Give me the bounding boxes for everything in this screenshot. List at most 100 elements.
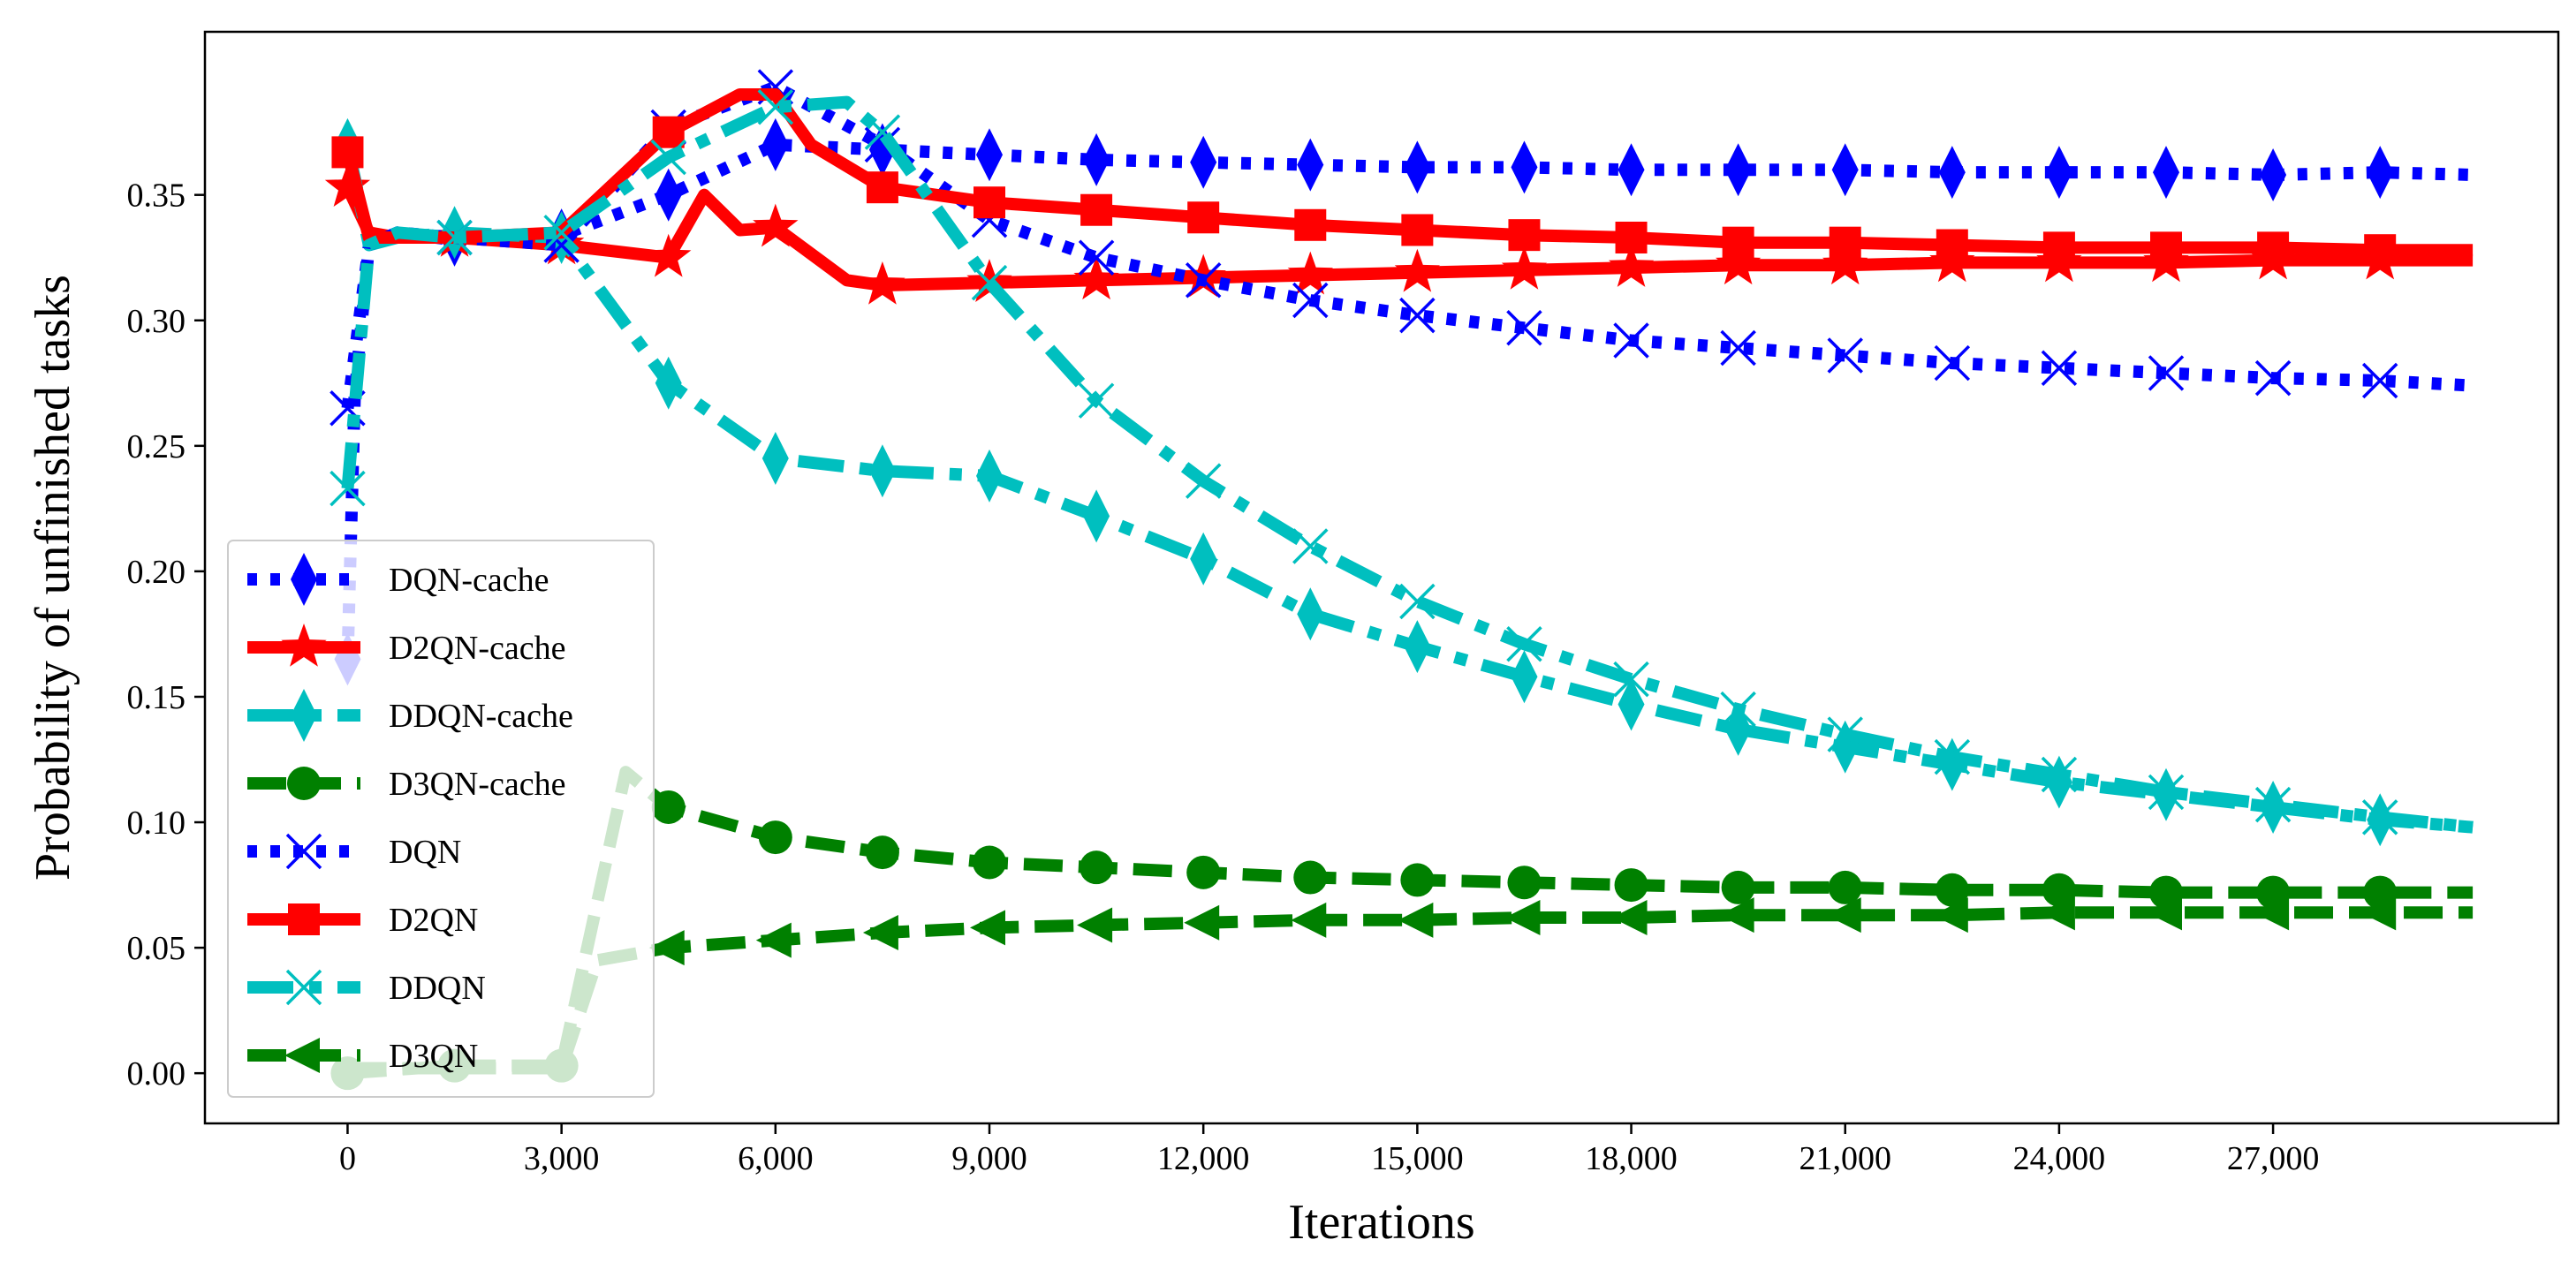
legend-entry: D2QN xyxy=(247,902,478,939)
data-point xyxy=(1399,583,1436,620)
legend-entry: DDQN xyxy=(247,969,486,1007)
data-point xyxy=(2361,799,2398,835)
legend-marker xyxy=(285,969,322,1006)
data-point xyxy=(1720,691,1756,728)
data-point xyxy=(1720,329,1756,367)
legend-entry: D3QN xyxy=(247,1038,478,1075)
data-point xyxy=(976,128,1003,182)
data-point xyxy=(2153,767,2179,821)
x-axis: 0 3,000 6,000 9,000 12,000 15,000 18,000 21,000… xyxy=(339,1123,2319,1177)
data-point xyxy=(1073,256,1119,300)
data-point xyxy=(761,432,789,486)
x-tick-label: 15,000 xyxy=(1371,1140,1464,1177)
legend-marker xyxy=(284,1038,320,1073)
data-point xyxy=(1507,866,1542,900)
legend-label: DDQN-cache xyxy=(389,698,573,735)
y-tick-label: 0.30 xyxy=(127,303,186,340)
data-point xyxy=(1293,860,1328,895)
data-point xyxy=(970,910,1005,946)
data-point xyxy=(2254,359,2292,397)
data-point xyxy=(2041,350,2078,386)
data-point xyxy=(2147,895,2182,931)
data-point xyxy=(860,261,905,305)
data-point xyxy=(1185,463,1222,499)
data-point xyxy=(2148,774,2185,811)
legend-label: D3QN xyxy=(389,1038,478,1075)
y-axis-title: Probability of unfinished tasks xyxy=(26,275,80,881)
data-point xyxy=(2260,147,2287,201)
data-point xyxy=(758,820,792,855)
data-point xyxy=(1080,850,1114,885)
data-point xyxy=(1935,873,1969,907)
data-point xyxy=(1825,897,1861,934)
data-point xyxy=(1618,677,1645,731)
data-point xyxy=(864,114,901,150)
x-tick-label: 12,000 xyxy=(1157,1140,1250,1177)
x-tick-label: 0 xyxy=(339,1140,356,1177)
data-point xyxy=(655,168,682,222)
data-point xyxy=(1401,214,1434,246)
data-point xyxy=(1932,897,1968,934)
data-point xyxy=(2039,895,2075,931)
legend-label: D2QN-cache xyxy=(389,630,565,667)
data-point xyxy=(966,259,1012,302)
data-point xyxy=(1822,241,1868,285)
data-point xyxy=(1827,337,1863,374)
data-point xyxy=(1297,587,1324,641)
data-point xyxy=(1511,650,1538,704)
data-point xyxy=(868,444,896,498)
data-point xyxy=(971,264,1008,301)
series-line xyxy=(341,138,2474,660)
x-tick-label: 9,000 xyxy=(951,1140,1027,1177)
data-point xyxy=(1724,143,1752,197)
data-point xyxy=(1716,241,1762,285)
data-point xyxy=(2254,786,2292,823)
legend-label: DDQN xyxy=(389,970,486,1007)
data-point xyxy=(1292,528,1329,564)
data-point xyxy=(1186,855,1221,889)
data-point xyxy=(2360,895,2397,931)
data-point xyxy=(2364,234,2397,267)
y-tick-label: 0.15 xyxy=(127,679,186,716)
legend-marker xyxy=(281,624,327,667)
data-point xyxy=(1831,143,1859,197)
data-point xyxy=(2257,231,2290,264)
data-point xyxy=(1287,251,1333,295)
data-point xyxy=(652,116,685,148)
data-point xyxy=(1184,904,1220,941)
data-point xyxy=(755,922,792,958)
legend-marker xyxy=(291,689,317,742)
data-point xyxy=(757,89,794,125)
data-point xyxy=(2361,362,2398,399)
series-ddqn xyxy=(330,89,2474,835)
legend-entry: DQN xyxy=(247,833,461,871)
data-point xyxy=(1829,226,1861,259)
data-point xyxy=(1828,870,1862,904)
data-point xyxy=(1506,626,1542,662)
data-point xyxy=(1722,226,1754,259)
data-point xyxy=(761,117,789,171)
data-point xyxy=(1613,661,1649,698)
data-point xyxy=(1508,219,1541,252)
data-point xyxy=(2042,873,2076,907)
data-point xyxy=(543,215,580,251)
data-point xyxy=(976,449,1003,503)
legend-label: D3QN-cache xyxy=(389,766,565,803)
data-point xyxy=(1934,344,1971,382)
data-point xyxy=(1721,870,1755,904)
data-point xyxy=(974,186,1005,219)
x-tick-label: 3,000 xyxy=(524,1140,600,1177)
series-line xyxy=(342,185,2474,291)
data-point xyxy=(1080,193,1113,226)
data-point xyxy=(2367,146,2394,200)
y-tick-label: 0.25 xyxy=(127,428,186,465)
data-point xyxy=(2148,355,2185,391)
data-point xyxy=(2150,231,2182,264)
legend-frame xyxy=(227,540,655,1098)
legend-label: DQN-cache xyxy=(389,562,549,599)
data-point xyxy=(1297,138,1324,192)
data-point xyxy=(2045,146,2072,200)
data-point xyxy=(2153,146,2179,200)
x-tick-label: 24,000 xyxy=(2013,1140,2106,1177)
data-point xyxy=(1083,489,1110,543)
